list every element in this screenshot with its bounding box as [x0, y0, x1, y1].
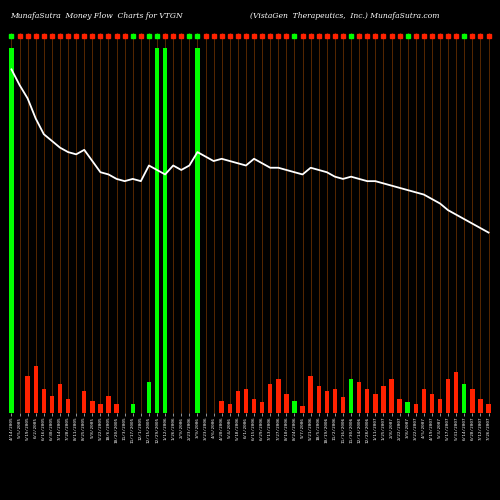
Bar [470, 389, 474, 412]
Bar [316, 386, 321, 412]
Bar [220, 401, 224, 412]
Bar [365, 389, 370, 412]
Bar [50, 396, 54, 412]
Bar [163, 48, 168, 412]
Bar [406, 402, 410, 412]
Bar [284, 394, 288, 412]
Bar [341, 398, 345, 412]
Bar [332, 389, 337, 412]
Bar [195, 48, 200, 412]
Bar [462, 384, 466, 412]
Bar [236, 391, 240, 412]
Bar [454, 372, 458, 412]
Bar [446, 379, 450, 412]
Bar [114, 404, 119, 412]
Bar [155, 48, 159, 412]
Bar [414, 404, 418, 412]
Bar [438, 399, 442, 412]
Bar [430, 394, 434, 412]
Bar [422, 389, 426, 412]
Bar [324, 391, 329, 412]
Bar [478, 399, 482, 412]
Bar [58, 384, 62, 412]
Bar [276, 379, 280, 412]
Bar [34, 366, 38, 412]
Text: (VistaGen  Therapeutics,  Inc.) MunafaSutra.com: (VistaGen Therapeutics, Inc.) MunafaSutr… [250, 12, 440, 20]
Bar [373, 394, 378, 412]
Bar [268, 384, 272, 412]
Bar [390, 379, 394, 412]
Bar [9, 48, 14, 412]
Bar [106, 396, 110, 412]
Bar [260, 402, 264, 412]
Bar [228, 404, 232, 412]
Bar [381, 386, 386, 412]
Bar [349, 379, 354, 412]
Bar [300, 406, 305, 412]
Bar [66, 399, 70, 412]
Bar [26, 376, 30, 412]
Bar [292, 401, 296, 412]
Bar [398, 399, 402, 412]
Bar [130, 404, 135, 412]
Bar [82, 391, 86, 412]
Bar [357, 382, 362, 412]
Bar [308, 376, 313, 412]
Bar [98, 404, 102, 412]
Bar [252, 399, 256, 412]
Bar [486, 404, 491, 412]
Bar [146, 382, 151, 412]
Text: MunafaSutra  Money Flow  Charts for VTGN: MunafaSutra Money Flow Charts for VTGN [10, 12, 182, 20]
Bar [90, 401, 94, 412]
Bar [244, 389, 248, 412]
Bar [42, 389, 46, 412]
